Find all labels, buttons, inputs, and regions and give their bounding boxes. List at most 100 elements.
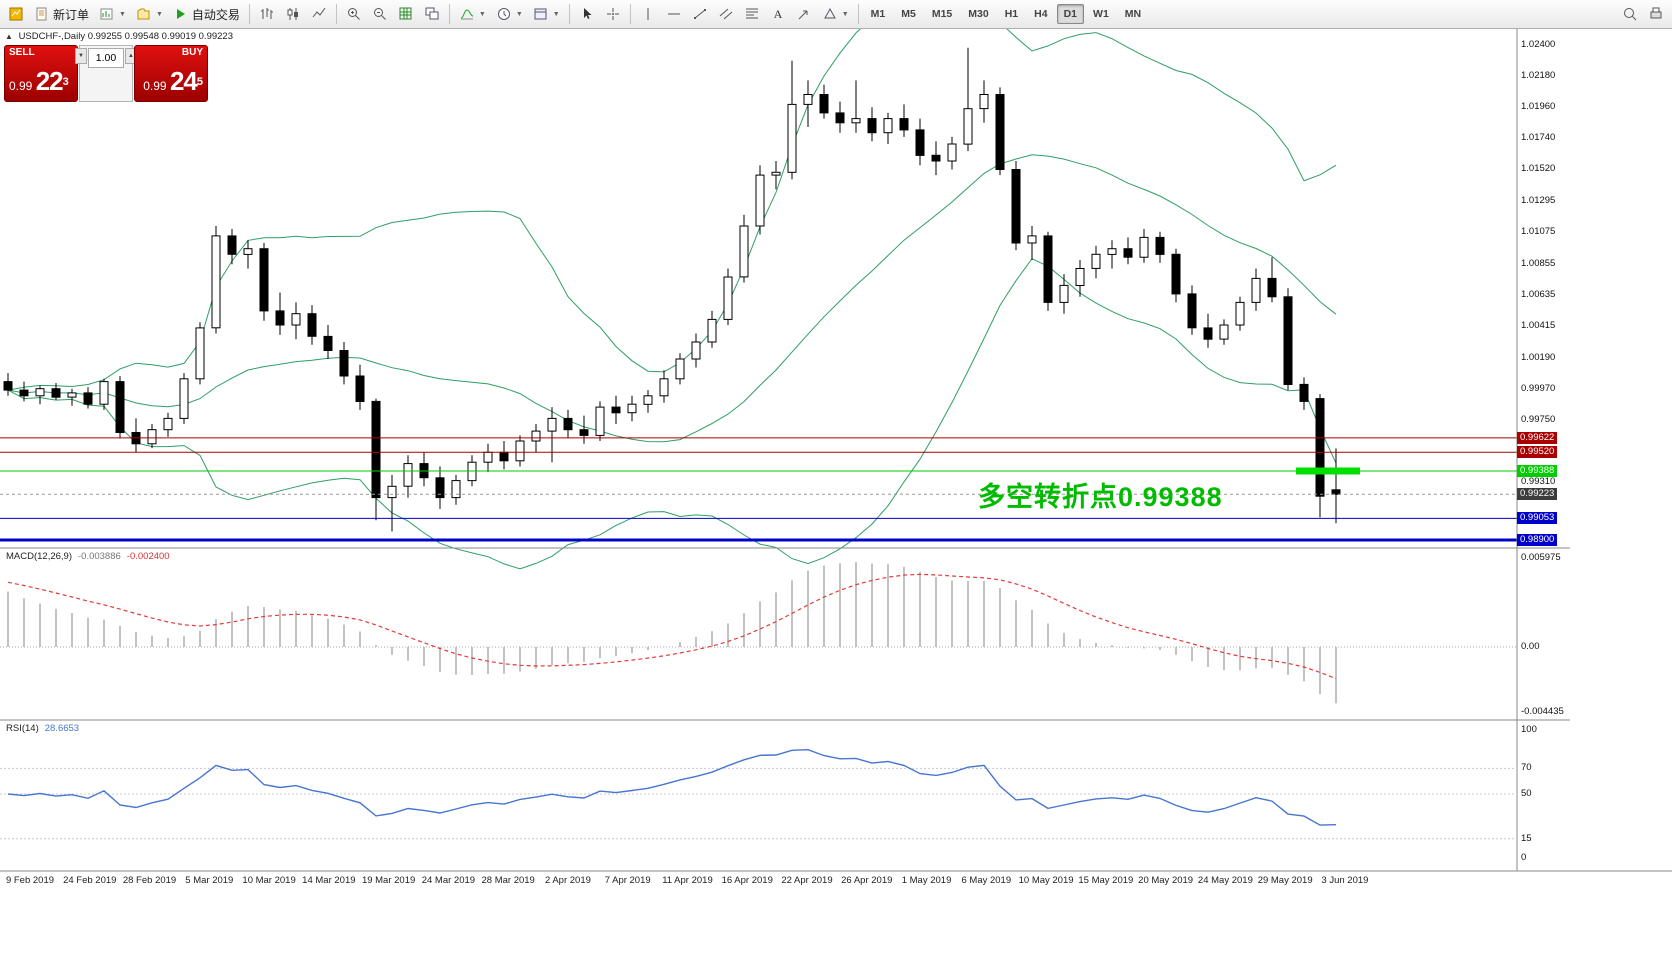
timeframe-m30-button[interactable]: M30 — [968, 8, 989, 20]
text-tool-button[interactable]: A — [765, 1, 791, 27]
crosshair-icon — [606, 8, 619, 20]
autotrade-button-label: 自动交易 — [191, 7, 240, 22]
timeframe-m15-button[interactable]: M15 — [931, 8, 953, 20]
price-level-label: 0.98900 — [1517, 534, 1558, 546]
buy-label: BUY — [181, 47, 203, 58]
candles-series — [3, 47, 1341, 532]
text-icon: A — [773, 7, 782, 21]
date-label: 11 Apr 2019 — [662, 875, 713, 886]
fibonacci-button[interactable] — [739, 1, 765, 27]
auto-arrange-button[interactable] — [393, 1, 419, 27]
dropdown-caret-icon: ▼ — [478, 10, 486, 18]
timeframe-h4-button[interactable]: H4 — [1034, 8, 1048, 20]
toolbar-right — [1617, 1, 1672, 27]
date-label: 10 Mar 2019 — [242, 875, 296, 886]
axis-tick-label: 1.01075 — [1521, 226, 1556, 238]
axis-tick-label: 1.02180 — [1521, 70, 1556, 82]
date-label: 28 Feb 2019 — [122, 875, 177, 886]
date-label: 7 Apr 2019 — [604, 875, 651, 886]
current-price-label: 0.99223 — [1517, 488, 1558, 501]
symbol-header: ▲ USDCHF-,Daily 0.99255 0.99548 0.99019 … — [5, 31, 233, 42]
windows-icon — [425, 7, 439, 20]
cursor-button[interactable] — [574, 1, 600, 27]
search-icon — [1624, 8, 1637, 21]
indicators-icon — [460, 9, 474, 20]
line-icon — [312, 7, 326, 18]
timeframe-d1-button[interactable]: D1 — [1056, 4, 1085, 24]
volume-decrease-button[interactable]: ▼ — [75, 48, 87, 64]
app-icon[interactable] — [3, 1, 29, 27]
date-label: 10 May 2019 — [1018, 875, 1074, 886]
timeframe-h1-button[interactable]: H1 — [1004, 8, 1019, 20]
shapes-icon — [823, 7, 836, 19]
horizontal-line-button[interactable] — [661, 1, 687, 27]
autotrade-button[interactable]: 自动交易 — [168, 1, 245, 27]
price-level-label: 0.99053 — [1517, 512, 1558, 525]
sell-button[interactable]: SELL 0.99 223 — [4, 45, 78, 102]
candles-icon — [287, 8, 298, 20]
buy-button[interactable]: BUY 0.99 245 — [134, 45, 208, 102]
axis-tick-label: -0.004435 — [1521, 706, 1564, 717]
template-icon — [534, 8, 547, 20]
date-label: 20 May 2019 — [1138, 875, 1194, 886]
date-label: 2 Apr 2019 — [544, 875, 591, 886]
bar-chart-button[interactable] — [254, 1, 280, 27]
zoom-out-button[interactable] — [367, 1, 393, 27]
axis-tick-label: 0.00 — [1521, 641, 1540, 652]
axis-tick-label: 50 — [1521, 788, 1532, 799]
macd-histogram — [7, 562, 1337, 704]
timeframe-m1-button[interactable]: M1 — [870, 8, 886, 20]
toolbar-separator — [629, 4, 631, 24]
date-label: 1 May 2019 — [901, 875, 952, 886]
profiles-button[interactable]: ▼ — [131, 1, 168, 27]
vertical-line-button[interactable] — [635, 1, 661, 27]
timeframe-mn-button[interactable]: MN — [1124, 8, 1142, 20]
axis-tick-label: 1.01960 — [1521, 101, 1556, 113]
search-icon[interactable] — [1617, 1, 1643, 27]
date-label: 9 Feb 2019 — [5, 875, 55, 886]
date-label: 24 Feb 2019 — [63, 875, 117, 886]
axis-tick-label: 15 — [1521, 832, 1532, 844]
date-label: 14 Mar 2019 — [302, 875, 356, 886]
indicators-button[interactable]: ▼ — [454, 1, 491, 27]
sell-label: SELL — [9, 47, 35, 58]
macd-signal-value: -0.002400 — [126, 551, 170, 562]
crosshair-button[interactable] — [600, 1, 626, 27]
timeframe-m5-button[interactable]: M5 — [901, 8, 916, 20]
timeframe-w1-button[interactable]: W1 — [1093, 8, 1109, 20]
arrows-icon — [798, 10, 808, 20]
dropdown-caret-icon: ▼ — [552, 10, 560, 18]
volume-input[interactable] — [88, 48, 124, 68]
line-chart-button[interactable] — [306, 1, 332, 27]
axis-tick-label: 100 — [1521, 724, 1537, 735]
print-button[interactable] — [1643, 1, 1669, 27]
price-level-label: 0.99388 — [1517, 464, 1558, 477]
annotation-text: 多空转折点0.99388 — [978, 482, 1223, 512]
channel-button[interactable] — [713, 1, 739, 27]
date-label: 6 May 2019 — [961, 875, 1012, 886]
new-order-button[interactable]: 新订单 — [29, 1, 94, 27]
chart-canvas[interactable] — [0, 28, 1672, 890]
trendline-button[interactable] — [687, 1, 713, 27]
axis-tick-label: 1.02400 — [1521, 39, 1556, 50]
templates-button[interactable]: ▼ — [528, 1, 565, 27]
rsi-value: 28.6653 — [44, 723, 80, 734]
shapes-tool-button[interactable]: ▼ — [817, 1, 854, 27]
clock-icon — [497, 8, 510, 20]
periods-button[interactable]: ▼ — [491, 1, 528, 27]
axis-tick-label: 0.99750 — [1521, 413, 1556, 425]
tile-windows-button[interactable] — [419, 1, 445, 27]
ohlc-values: 0.99255 0.99548 0.99019 0.99223 — [87, 31, 233, 42]
svg-text:A: A — [773, 7, 782, 21]
new-order-button-label: 新订单 — [53, 7, 90, 22]
candle-chart-button[interactable] — [280, 1, 306, 27]
channel-icon — [719, 8, 733, 20]
macd-main-value: -0.003886 — [78, 551, 121, 562]
new-chart-button[interactable]: ▼ — [94, 1, 131, 27]
rsi-line — [7, 748, 1337, 826]
bars-icon — [260, 8, 273, 19]
arrows-tool-button[interactable] — [791, 1, 817, 27]
zoom-in-button[interactable] — [341, 1, 367, 27]
collapse-panel-toggle[interactable]: ▲ — [5, 32, 13, 41]
symbol-name: USDCHF-,Daily — [18, 31, 86, 42]
